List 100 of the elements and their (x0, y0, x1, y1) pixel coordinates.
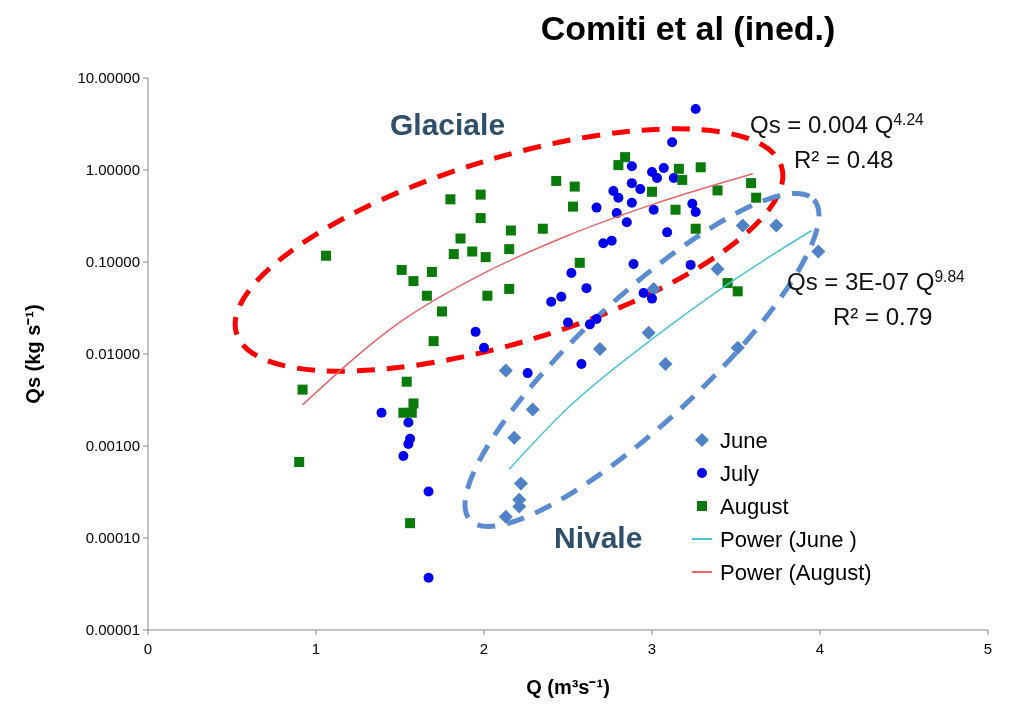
point (735, 218, 750, 233)
point (408, 276, 419, 287)
point (606, 235, 617, 246)
point (563, 317, 573, 328)
y-tick-label: 1.00000 (85, 161, 140, 179)
point (673, 163, 684, 174)
point (504, 283, 515, 294)
point (626, 197, 637, 208)
point (598, 238, 609, 249)
point (635, 184, 646, 195)
point (507, 430, 522, 445)
point (730, 340, 745, 355)
y-tick-label: 0.00001 (85, 621, 140, 639)
x-tick-label: 3 (647, 640, 657, 657)
point (437, 306, 447, 317)
point (294, 457, 305, 467)
point (626, 161, 637, 172)
point (628, 259, 639, 270)
point (396, 264, 407, 275)
y-tick-label: 0.01000 (85, 345, 140, 363)
point (403, 439, 414, 450)
point (576, 358, 587, 369)
annotation: Qs = 3E-07 Q$^{9.84}$ (787, 267, 966, 295)
point (504, 244, 515, 255)
y-tick-label: 0.10000 (85, 253, 140, 271)
point (428, 336, 439, 347)
point (658, 356, 673, 371)
point (475, 189, 486, 200)
point (423, 486, 434, 497)
point (423, 572, 434, 583)
point (746, 178, 757, 189)
legend-label: Power (June ) (720, 526, 857, 552)
point (646, 281, 661, 296)
point (751, 192, 762, 203)
point (608, 186, 619, 197)
legend-label: August (720, 493, 789, 519)
point (620, 152, 631, 163)
point (638, 288, 649, 299)
y-tick-label: 0.00010 (85, 529, 140, 547)
x-tick-label: 5 (983, 640, 993, 657)
point (690, 223, 701, 234)
point (566, 267, 577, 278)
point (667, 137, 678, 148)
point (522, 368, 533, 379)
point (670, 204, 681, 215)
x-tick-label: 4 (815, 640, 825, 657)
point (652, 172, 663, 183)
x-tick-label: 0 (143, 640, 153, 657)
point (405, 518, 416, 529)
point (648, 204, 659, 215)
point (569, 181, 580, 192)
point (551, 175, 562, 186)
x-tick-label: 1 (311, 640, 321, 657)
point (398, 450, 409, 461)
point (591, 202, 602, 213)
point (769, 218, 784, 233)
point (581, 283, 592, 294)
point (467, 246, 478, 257)
point (426, 266, 437, 277)
point (455, 233, 466, 244)
x-axis-title: Q (m³s⁻¹) (526, 676, 610, 698)
point (480, 252, 491, 263)
point (498, 509, 513, 524)
point (479, 342, 489, 353)
point (475, 213, 486, 224)
point (470, 326, 481, 337)
annotation: R² = 0.48 (794, 146, 894, 173)
point (445, 194, 456, 205)
point (677, 174, 688, 185)
point (712, 185, 723, 196)
point (695, 162, 706, 173)
point (811, 244, 826, 259)
y-axis-title: Qs (kg s⁻¹) (22, 304, 44, 404)
point (685, 259, 696, 270)
point (591, 314, 602, 325)
point (401, 376, 412, 387)
point (647, 293, 657, 304)
point (621, 217, 632, 228)
point (297, 384, 308, 395)
point (398, 407, 409, 418)
point (321, 250, 332, 261)
point (403, 417, 414, 428)
line-series (301, 173, 754, 406)
x-tick-label: 2 (479, 640, 489, 657)
point (584, 319, 595, 330)
point (505, 225, 516, 236)
point (537, 223, 548, 234)
point (710, 261, 725, 276)
y-tick-label: 10.00000 (77, 69, 140, 87)
point (647, 186, 657, 197)
legend-label: June (720, 427, 768, 453)
point (421, 290, 432, 301)
point (574, 257, 585, 268)
point (556, 291, 567, 302)
point (376, 407, 387, 418)
point (525, 402, 540, 417)
legend-label: July (720, 460, 760, 486)
y-tick-label: 0.00100 (85, 437, 140, 455)
point (641, 325, 656, 340)
point (662, 227, 673, 238)
